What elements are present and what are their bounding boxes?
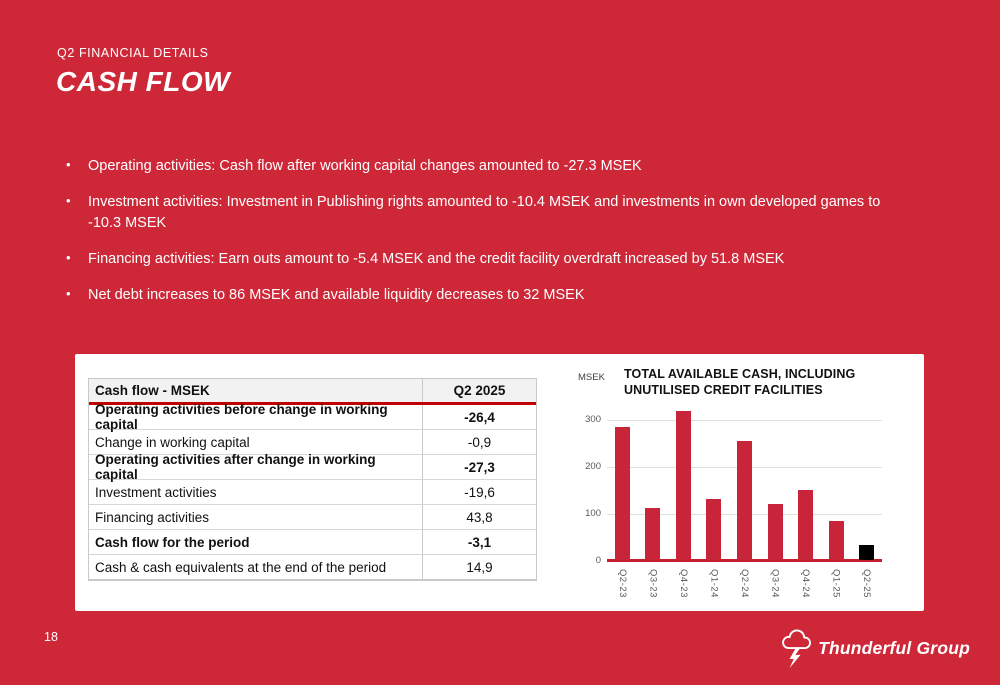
cash-flow-table: Cash flow - MSEK Q2 2025 Operating activ… [88, 378, 537, 581]
table-body: Operating activities before change in wo… [89, 402, 536, 580]
bar-slot [821, 403, 851, 560]
available-cash-bar-chart: 0 100 200 300 Q2-23 Q3-23 Q4-23 Q1-24 Q2-24 Q3-2… [585, 403, 882, 598]
table-row: Financing activities 43,8 [89, 505, 536, 530]
table-row-value: -26,4 [464, 409, 495, 425]
table-row-value: 14,9 [466, 559, 493, 575]
y-tick-100: 100 [585, 508, 601, 519]
table-row-label: Operating activities after change in wor… [89, 452, 423, 482]
x-axis-labels: Q2-23 Q3-23 Q4-23 Q1-24 Q2-24 Q3-24 Q4-24 Q1-25… [607, 569, 882, 598]
chart-unit-label: MSEK [578, 372, 605, 383]
bar-slot [729, 403, 759, 560]
slide-eyebrow: Q2 FINANCIAL DETAILS [57, 46, 209, 60]
table-row-label: Financing activities [89, 505, 423, 529]
bar-Q1-25 [828, 521, 844, 560]
x-label-slot: Q3-24 [760, 569, 790, 598]
x-label-slot: Q1-24 [699, 569, 729, 598]
table-header-row: Cash flow - MSEK Q2 2025 [89, 379, 536, 405]
y-tick-200: 200 [585, 461, 601, 472]
page-title: CASH FLOW [56, 66, 231, 97]
x-tick-Q2-23: Q2-23 [616, 569, 628, 598]
x-tick-Q1-24: Q1-24 [708, 569, 720, 598]
x-label-slot: Q2-24 [729, 569, 759, 598]
x-tick-Q4-24: Q4-24 [800, 569, 812, 598]
bullet-operating-activities: Operating activities: Cash flow after wo… [60, 156, 915, 177]
bar-Q3-23 [645, 508, 661, 560]
table-row-label: Change in working capital [89, 430, 423, 454]
bar-Q2-24 [736, 441, 752, 560]
table-row-value: -27,3 [464, 459, 495, 475]
table-row: Operating activities before change in wo… [89, 402, 536, 432]
x-tick-Q3-23: Q3-23 [647, 569, 659, 598]
bar-slot [638, 403, 668, 560]
table-row-label: Investment activities [89, 480, 423, 504]
bar-Q2-23 [614, 427, 630, 560]
table-row: Investment activities -19,6 [89, 480, 536, 505]
x-label-slot: Q2-23 [607, 569, 637, 598]
table-row-label: Cash & cash equivalents at the end of th… [89, 555, 423, 579]
x-label-slot: Q4-23 [668, 569, 698, 598]
table-row: Operating activities after change in wor… [89, 452, 536, 482]
company-logo: Thunderful Group [780, 628, 970, 669]
table-row-label: Cash flow for the period [89, 530, 423, 554]
bar-Q1-24 [706, 498, 722, 560]
y-tick-0: 0 [595, 555, 601, 566]
bar-slot [791, 403, 821, 560]
bar-Q3-24 [767, 503, 783, 560]
bar-slot [699, 403, 729, 560]
table-row: Change in working capital -0,9 [89, 430, 536, 455]
thundercloud-lightning-icon [782, 629, 812, 669]
bar-Q4-23 [675, 410, 691, 560]
y-tick-300: 300 [585, 414, 601, 425]
table-row-value: 43,8 [466, 509, 493, 525]
financials-card: Cash flow - MSEK Q2 2025 Operating activ… [75, 354, 924, 611]
bullet-list: Operating activities: Cash flow after wo… [60, 156, 915, 321]
x-label-slot: Q4-24 [791, 569, 821, 598]
bar-slot [668, 403, 698, 560]
bullet-investment-activities: Investment activities: Investment in Pub… [60, 192, 915, 234]
page-number: 18 [44, 630, 58, 644]
bar-Q2-25 [859, 544, 875, 560]
bullet-net-debt: Net debt increases to 86 MSEK and availa… [60, 285, 915, 306]
x-tick-Q1-25: Q1-25 [830, 569, 842, 598]
chart-title: TOTAL AVAILABLE CASH, INCLUDING UNUTILIS… [624, 367, 856, 398]
x-tick-Q4-23: Q4-23 [677, 569, 689, 598]
table-header-label: Cash flow - MSEK [89, 379, 423, 402]
x-tick-Q2-24: Q2-24 [738, 569, 750, 598]
table-row: Cash & cash equivalents at the end of th… [89, 555, 536, 580]
x-label-slot: Q3-23 [638, 569, 668, 598]
x-label-slot: Q1-25 [821, 569, 851, 598]
table-row-label: Operating activities before change in wo… [89, 402, 423, 432]
logo-text: Thunderful Group [818, 638, 970, 658]
table-row-value: -0,9 [467, 434, 492, 450]
chart-bars [607, 403, 882, 560]
x-label-slot: Q2-25 [852, 569, 882, 598]
table-row: Cash flow for the period -3,1 [89, 530, 536, 555]
gridline-300 [607, 420, 882, 421]
table-header-q2-2025: Q2 2025 [453, 383, 506, 398]
bar-Q4-24 [798, 489, 814, 560]
bar-slot [760, 403, 790, 560]
bar-slot [607, 403, 637, 560]
bullet-financing-activities: Financing activities: Earn outs amount t… [60, 249, 915, 270]
table-row-value: -3,1 [467, 534, 492, 550]
x-axis-line [607, 559, 882, 562]
bar-slot [852, 403, 882, 560]
x-tick-Q3-24: Q3-24 [769, 569, 781, 598]
table-row-value: -19,6 [464, 484, 495, 500]
x-tick-Q2-25: Q2-25 [861, 569, 873, 598]
